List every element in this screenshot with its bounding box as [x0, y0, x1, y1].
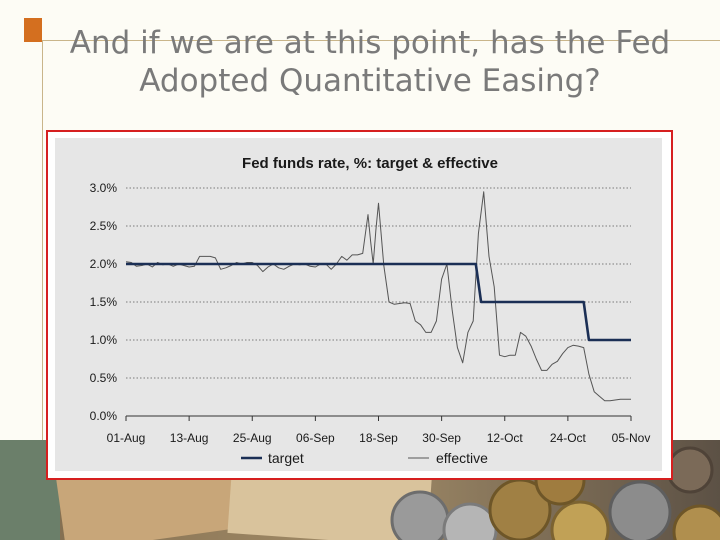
- left-rule: [42, 40, 43, 540]
- legend-label-target: target: [268, 450, 304, 466]
- x-tick-label: 18-Sep: [359, 431, 398, 445]
- y-tick-label: 0.5%: [90, 371, 118, 385]
- x-tick-label: 30-Sep: [422, 431, 461, 445]
- x-tick-label: 05-Nov: [612, 431, 651, 445]
- chart-title: Fed funds rate, %: target & effective: [242, 155, 498, 172]
- series-lines: [125, 191, 631, 402]
- x-tick-label: 24-Oct: [550, 431, 587, 445]
- grid-lines: [126, 187, 631, 379]
- series-line-effective: [125, 191, 631, 402]
- y-axis-ticks: 0.0% 0.5% 1.0% 1.5% 2.0% 2.5% 3.0%: [90, 181, 118, 423]
- x-tick-label: 06-Sep: [296, 431, 335, 445]
- y-tick-label: 2.0%: [90, 257, 118, 271]
- x-tick-label: 01-Aug: [107, 431, 146, 445]
- legend: target effective: [241, 450, 488, 466]
- y-tick-label: 3.0%: [90, 181, 118, 195]
- y-tick-label: 0.0%: [90, 409, 118, 423]
- slide-title: And if we are at this point, has the Fed…: [69, 25, 671, 99]
- series-line-target: [126, 262, 631, 342]
- accent-bar: [24, 18, 42, 42]
- x-tick-label: 12-Oct: [487, 431, 524, 445]
- title-rule: [42, 40, 720, 41]
- x-axis-ticks: 01-Aug 13-Aug 25-Aug 06-Sep 18-Sep 30-Sep 12-O…: [107, 416, 651, 445]
- legend-label-effective: effective: [436, 450, 488, 466]
- x-tick-label: 25-Aug: [233, 431, 272, 445]
- y-tick-label: 2.5%: [90, 219, 118, 233]
- x-tick-label: 13-Aug: [170, 431, 209, 445]
- y-tick-label: 1.0%: [90, 333, 118, 347]
- y-tick-label: 1.5%: [90, 295, 118, 309]
